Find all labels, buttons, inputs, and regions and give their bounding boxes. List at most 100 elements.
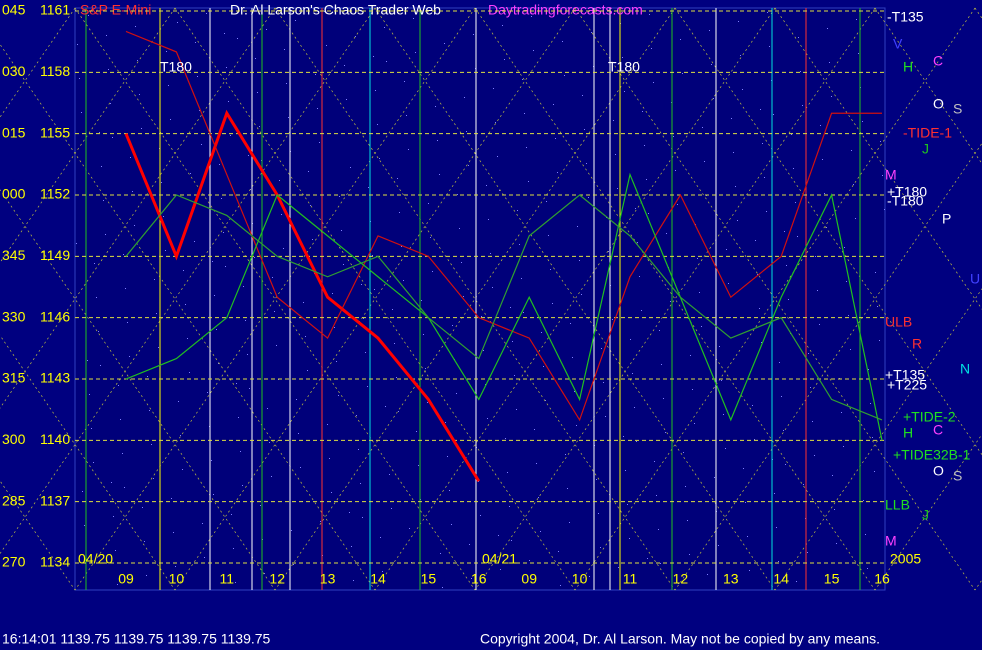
star	[300, 467, 301, 468]
star	[635, 208, 636, 209]
star	[634, 407, 635, 408]
star	[769, 46, 770, 47]
annotation: O	[933, 96, 944, 112]
annotation: -T135	[887, 9, 924, 25]
star	[332, 293, 333, 294]
star	[582, 95, 583, 96]
star	[428, 203, 429, 204]
x-tick-label: 10	[572, 571, 588, 587]
star	[740, 55, 741, 56]
star	[663, 398, 664, 399]
star	[495, 122, 496, 123]
star	[456, 393, 457, 394]
star	[548, 235, 549, 236]
star	[874, 471, 875, 472]
star	[507, 472, 508, 473]
star	[851, 150, 852, 151]
star	[480, 515, 481, 516]
star	[124, 487, 125, 488]
star	[661, 364, 662, 365]
star	[644, 145, 645, 146]
star	[569, 522, 570, 523]
star	[499, 190, 500, 191]
star	[451, 524, 452, 525]
star	[182, 469, 183, 470]
star	[146, 575, 147, 576]
star	[372, 255, 373, 256]
star	[288, 117, 289, 118]
x-tick-label: 15	[824, 571, 840, 587]
star	[694, 423, 695, 424]
star	[522, 79, 523, 80]
star	[235, 582, 236, 583]
star	[356, 415, 357, 416]
star	[502, 25, 503, 26]
y-tick-label: 1140	[40, 431, 70, 447]
star	[320, 521, 321, 522]
star	[449, 490, 450, 491]
star	[761, 342, 762, 343]
star	[584, 129, 585, 130]
star	[546, 201, 547, 202]
star	[391, 508, 392, 509]
star	[204, 557, 205, 558]
star	[312, 239, 313, 240]
star	[517, 210, 518, 211]
star	[135, 26, 136, 27]
star	[406, 115, 407, 116]
star	[298, 433, 299, 434]
star	[242, 485, 243, 486]
star	[649, 14, 650, 15]
star	[129, 356, 130, 357]
star	[579, 260, 580, 261]
star	[572, 357, 573, 358]
star	[437, 140, 438, 141]
star	[89, 394, 90, 395]
star	[884, 209, 885, 210]
star	[767, 12, 768, 13]
star	[173, 532, 174, 533]
star	[553, 104, 554, 105]
star	[511, 540, 512, 541]
star	[259, 126, 260, 127]
star	[363, 318, 364, 319]
annotation: +T135	[885, 367, 925, 383]
star	[452, 325, 453, 326]
star	[125, 288, 126, 289]
star	[814, 455, 815, 456]
x-tick-label: 12	[673, 571, 689, 587]
star	[319, 142, 320, 143]
star	[218, 363, 219, 364]
star	[149, 410, 150, 411]
star	[529, 560, 530, 561]
star	[171, 498, 172, 499]
star	[541, 332, 542, 333]
star	[483, 350, 484, 351]
star	[346, 99, 347, 100]
star	[137, 60, 138, 61]
star	[230, 135, 231, 136]
series-label: +TIDE32B-1	[893, 447, 971, 463]
star	[199, 110, 200, 111]
star	[168, 85, 169, 86]
star	[536, 463, 537, 464]
star	[850, 349, 851, 350]
star	[731, 118, 732, 119]
star	[225, 266, 226, 267]
star	[368, 187, 369, 188]
star	[178, 401, 179, 402]
star	[221, 198, 222, 199]
star	[785, 464, 786, 465]
star	[574, 391, 575, 392]
star	[93, 462, 94, 463]
y-tick-label: 1143	[40, 370, 70, 386]
star	[213, 494, 214, 495]
star	[858, 53, 859, 54]
star	[773, 114, 774, 115]
star	[558, 551, 559, 552]
annotation: H	[903, 425, 913, 441]
star	[882, 175, 883, 176]
star	[161, 182, 162, 183]
y-tick-label: 1158	[40, 63, 70, 79]
star	[283, 248, 284, 249]
